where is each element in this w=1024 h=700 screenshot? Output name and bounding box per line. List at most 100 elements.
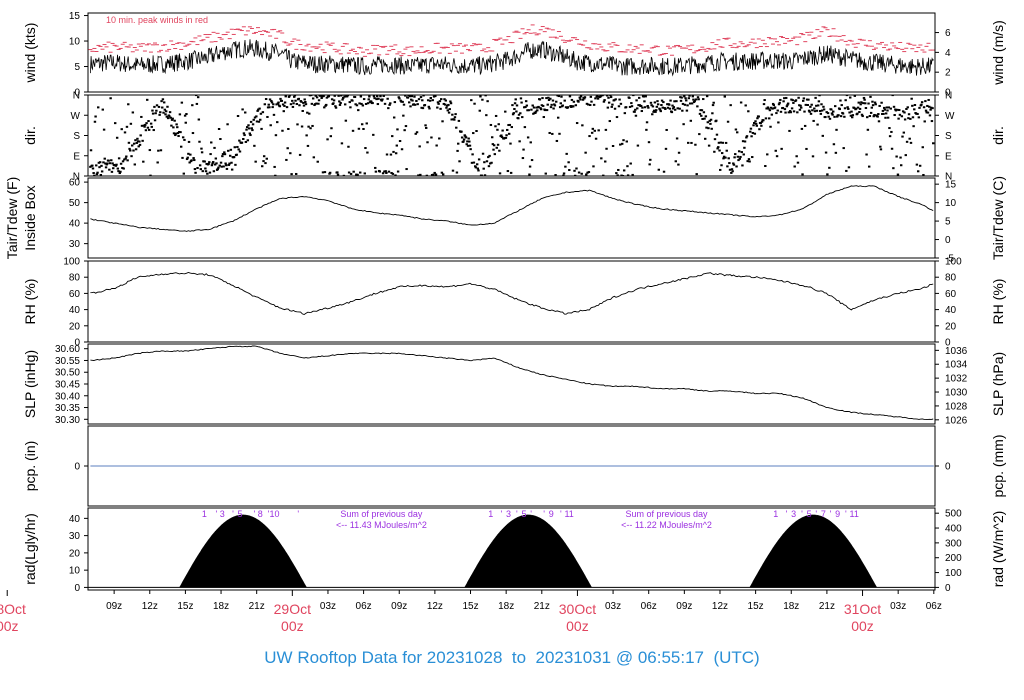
dir-point	[747, 110, 750, 113]
dir-point	[592, 103, 596, 106]
rad-plot-area	[88, 514, 935, 588]
dir-point	[294, 99, 297, 102]
dir-point	[213, 163, 217, 166]
dir-point	[195, 102, 199, 105]
dir-point	[611, 103, 614, 106]
dir-point	[507, 132, 511, 135]
dir-point	[551, 99, 555, 102]
temp-plot-area	[90, 185, 934, 232]
dir-point	[312, 156, 316, 159]
dir-point	[672, 106, 676, 109]
dir-point	[400, 100, 403, 103]
dir-point	[272, 113, 276, 116]
dir-point	[790, 107, 794, 110]
dir-point	[880, 101, 883, 104]
dir-point	[311, 97, 315, 100]
dir-point	[326, 138, 329, 141]
dir-point	[722, 157, 725, 160]
dir-point	[174, 134, 177, 137]
dir-point	[300, 125, 304, 128]
dir-point	[577, 100, 580, 103]
dir-point	[801, 173, 804, 176]
dir-point	[523, 106, 526, 109]
rh-plot-area	[90, 272, 934, 315]
dir-point	[828, 117, 832, 120]
dir-point	[924, 100, 927, 103]
dir-point	[225, 164, 228, 167]
dir-point	[529, 141, 532, 144]
dir-point	[492, 148, 495, 151]
dir-point	[463, 134, 466, 137]
dir-point	[187, 140, 191, 143]
dir-point	[634, 114, 638, 117]
dir-point	[345, 95, 349, 98]
dir-ytick-label-left: S	[73, 131, 80, 142]
dir-point	[425, 174, 429, 176]
dir-point	[262, 155, 266, 158]
dir-point	[140, 115, 143, 118]
dir-point	[445, 104, 449, 107]
dir-point	[268, 106, 271, 109]
dir-point	[404, 95, 407, 97]
dir-point	[397, 96, 400, 99]
dir-point	[651, 113, 654, 116]
dir-point	[320, 97, 323, 100]
dir-point	[899, 156, 902, 159]
dir-point	[434, 173, 438, 176]
time-tick-label: 15z	[177, 601, 193, 612]
dir-point	[596, 97, 600, 100]
dir-point	[496, 128, 499, 131]
dir-point	[153, 105, 156, 108]
dir-point	[539, 108, 543, 111]
dir-point	[158, 113, 161, 116]
dir-point	[680, 96, 683, 99]
dir-point	[926, 104, 929, 107]
dir-point	[589, 104, 592, 107]
dir-point	[519, 97, 523, 100]
dir-point	[274, 174, 277, 176]
wind-ytick-label-right: 6	[945, 28, 951, 39]
dir-point	[131, 111, 135, 114]
dir-point	[608, 120, 612, 123]
dir-point	[600, 157, 603, 160]
dir-point	[706, 121, 710, 124]
dir-point	[250, 127, 253, 130]
dir-point	[281, 129, 284, 132]
dir-point	[213, 146, 216, 149]
dir-point	[898, 109, 901, 112]
dir-point	[707, 144, 711, 147]
dir-point	[567, 161, 570, 164]
dir-point	[485, 114, 488, 117]
dir-point	[570, 98, 574, 101]
dir-point	[278, 105, 282, 108]
dir-point	[523, 126, 527, 129]
dir-point	[909, 141, 913, 144]
dir-point	[391, 135, 394, 138]
dir-point	[453, 116, 457, 119]
dir-point	[457, 142, 460, 145]
dir-point	[437, 102, 440, 105]
rh-ytick-label-left: 40	[69, 305, 81, 316]
dir-point	[532, 112, 535, 115]
dir-point	[697, 98, 700, 101]
dir-point	[879, 148, 883, 151]
dir-point	[845, 169, 848, 172]
dir-point	[480, 174, 483, 176]
dir-point	[129, 122, 133, 125]
dir-point	[511, 113, 515, 116]
dir-point	[246, 139, 250, 142]
dir-point	[688, 95, 691, 97]
dir-point	[902, 131, 906, 134]
dir-point	[304, 100, 307, 103]
dir-point	[468, 140, 471, 143]
dir-point	[193, 168, 197, 171]
dir-point	[718, 149, 721, 152]
time-tick-label: 09z	[106, 601, 122, 612]
dir-point	[489, 123, 493, 126]
dir-point	[883, 106, 886, 109]
dir-point	[372, 95, 376, 98]
dir-point	[892, 167, 895, 170]
dir-point	[185, 158, 189, 161]
solar-hour-mark: '	[232, 509, 234, 519]
